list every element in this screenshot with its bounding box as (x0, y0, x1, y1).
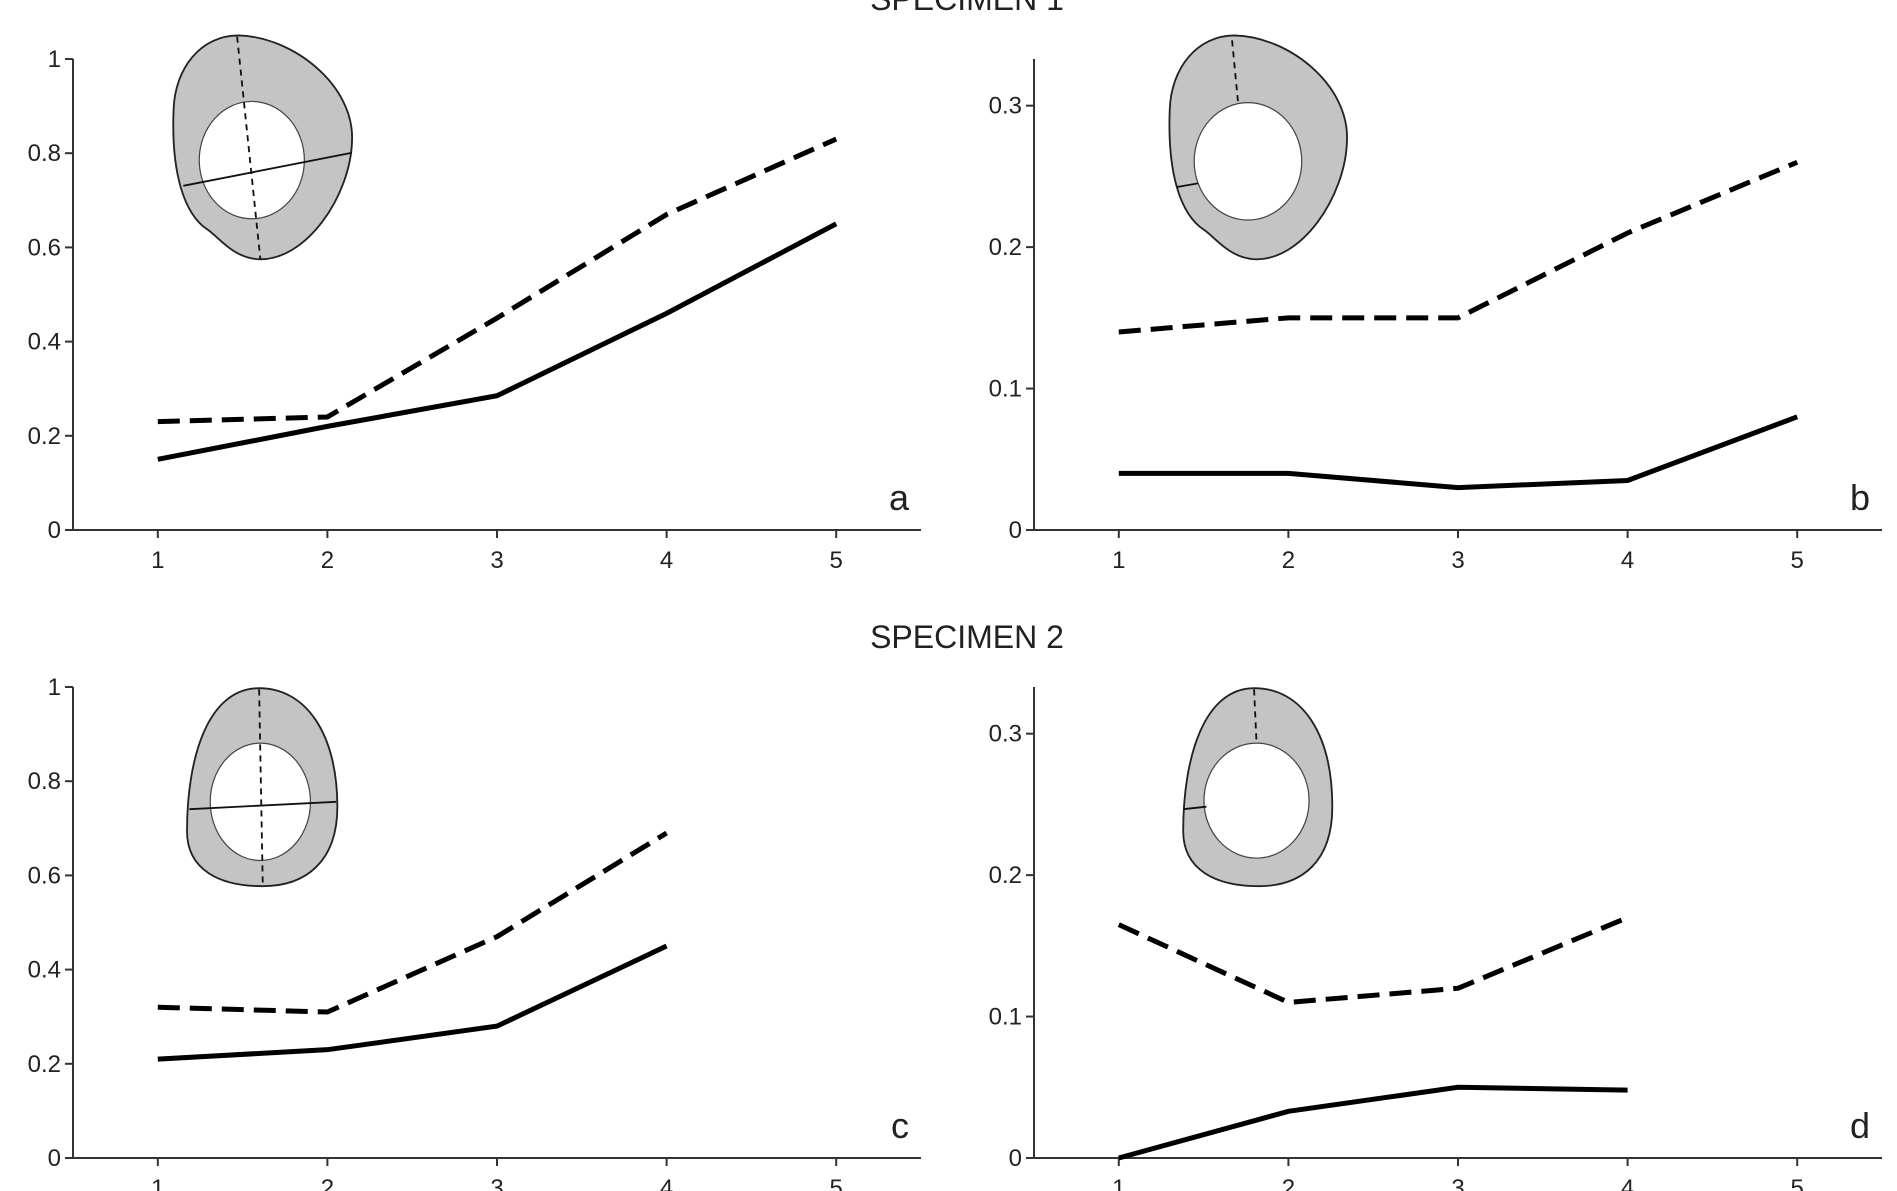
x-tick-label: 1 (1112, 547, 1125, 574)
y-tick-label: 0.2 (989, 234, 1022, 261)
x-tick-label: 4 (1621, 547, 1634, 574)
data-line (1118, 159, 1799, 335)
inset-c (186, 687, 339, 888)
y-tick-label: 1 (48, 674, 61, 701)
x-tick-label: 3 (490, 547, 503, 574)
data-line (1117, 915, 1629, 1005)
x-tick-label: 5 (1791, 547, 1804, 574)
insets (172, 34, 1348, 888)
y-tick-label: 0 (48, 517, 61, 544)
y-tick-label: 0.2 (28, 1051, 61, 1078)
y-tick-label: 0.3 (989, 721, 1022, 748)
x-tick-label: 4 (1621, 1175, 1634, 1191)
inset-b (1168, 34, 1348, 261)
inset-a (172, 34, 353, 261)
section-heading: SPECIMEN 2 (870, 619, 1064, 655)
x-tick-label: 4 (660, 1175, 673, 1191)
panel-label: b (1850, 477, 1870, 518)
data-line (1118, 414, 1799, 491)
x-tick-label: 2 (321, 547, 334, 574)
y-tick-label: 0.4 (28, 329, 61, 356)
y-tick-label: 0.6 (28, 234, 61, 261)
panel-label: c (891, 1105, 909, 1146)
data-line (157, 830, 668, 1015)
y-tick-label: 0.4 (28, 957, 61, 984)
x-tick-label: 4 (660, 547, 673, 574)
y-tick-label: 0.8 (28, 140, 61, 167)
y-tick-label: 0.2 (989, 862, 1022, 889)
x-tick-label: 5 (830, 1175, 843, 1191)
section-heading: SPECIMEN 1 (870, 0, 1064, 17)
x-tick-label: 2 (1282, 547, 1295, 574)
panel-label: d (1850, 1105, 1870, 1146)
x-tick-label: 1 (151, 547, 164, 574)
x-tick-label: 3 (1451, 547, 1464, 574)
y-tick-label: 0.3 (989, 93, 1022, 120)
x-tick-label: 3 (1451, 1175, 1464, 1191)
y-tick-label: 0.1 (989, 376, 1022, 403)
inset-d (1182, 687, 1334, 888)
y-tick-label: 0.2 (28, 423, 61, 450)
x-tick-label: 5 (1791, 1175, 1804, 1191)
y-tick-label: 0.6 (28, 862, 61, 889)
x-tick-label: 3 (490, 1175, 503, 1191)
data-line (157, 943, 668, 1062)
x-tick-label: 2 (321, 1175, 334, 1191)
data-line (157, 221, 838, 462)
y-tick-label: 0.1 (989, 1004, 1022, 1031)
y-tick-label: 1 (48, 46, 61, 73)
panel-label: a (889, 477, 910, 518)
x-tick-label: 2 (1282, 1175, 1295, 1191)
data-line (157, 136, 838, 425)
y-tick-label: 0 (48, 1145, 61, 1172)
y-tick-label: 0 (1009, 517, 1022, 544)
data-line (1118, 1084, 1628, 1161)
x-tick-label: 1 (1112, 1175, 1125, 1191)
x-tick-label: 1 (151, 1175, 164, 1191)
x-tick-label: 5 (830, 547, 843, 574)
y-tick-label: 0 (1009, 1145, 1022, 1172)
y-tick-label: 0.8 (28, 768, 61, 795)
